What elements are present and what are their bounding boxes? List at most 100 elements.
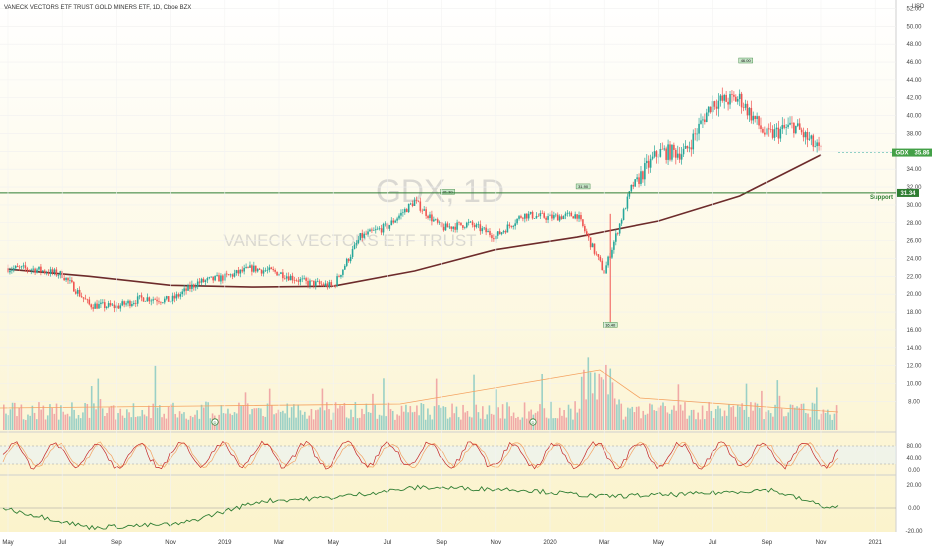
candle-body bbox=[177, 294, 180, 297]
volume-bar bbox=[482, 406, 484, 430]
candle-body bbox=[698, 123, 700, 134]
volume-bar bbox=[605, 364, 607, 430]
volume-bar bbox=[354, 402, 357, 430]
volume-bar bbox=[277, 409, 280, 430]
candle-body bbox=[163, 298, 166, 303]
candle-body bbox=[814, 146, 816, 147]
candle-body bbox=[653, 151, 656, 157]
dividend-marker[interactable] bbox=[529, 418, 537, 426]
candle-body bbox=[522, 217, 524, 219]
candle-body bbox=[117, 305, 120, 309]
candle-body bbox=[305, 278, 307, 281]
volume-bar bbox=[178, 411, 181, 430]
candle-body bbox=[102, 302, 104, 303]
volume-bar bbox=[106, 412, 108, 430]
volume-bar bbox=[629, 408, 631, 430]
candle-body bbox=[584, 226, 586, 232]
candle-body bbox=[307, 280, 309, 286]
volume-ma bbox=[0, 369, 839, 413]
candle-body bbox=[669, 144, 671, 160]
candle-body bbox=[640, 171, 642, 184]
volume-bar bbox=[29, 415, 31, 430]
candle-body bbox=[189, 285, 191, 289]
volume-bar bbox=[449, 417, 451, 430]
volume-bar bbox=[741, 403, 743, 430]
candle-body bbox=[767, 128, 770, 130]
candle-body bbox=[731, 94, 733, 95]
candle-body bbox=[764, 132, 766, 135]
volume-bar bbox=[271, 405, 273, 430]
volume-bar bbox=[780, 408, 783, 430]
swing-label-value: 46.00 bbox=[741, 58, 752, 63]
volume-bar bbox=[409, 406, 412, 430]
candle-body bbox=[694, 133, 696, 135]
candle-body bbox=[436, 219, 439, 223]
volume-bar bbox=[130, 417, 133, 430]
candle-body bbox=[202, 278, 205, 282]
volume-bar bbox=[681, 410, 684, 430]
candle-body bbox=[291, 275, 294, 281]
candle-body bbox=[754, 115, 756, 120]
volume-bar bbox=[148, 405, 150, 430]
volume-bar bbox=[73, 409, 75, 430]
candle-body bbox=[390, 220, 393, 226]
candle-body bbox=[458, 222, 460, 224]
volume-bar bbox=[747, 416, 750, 430]
candle-body bbox=[433, 219, 435, 222]
candle-body bbox=[158, 301, 160, 303]
volume-bar bbox=[356, 418, 359, 430]
volume-bar bbox=[624, 416, 627, 430]
candle-body bbox=[69, 280, 71, 281]
volume-bar bbox=[290, 407, 293, 430]
volume-bar bbox=[218, 414, 220, 430]
candle-body bbox=[274, 269, 276, 272]
candle-body bbox=[601, 260, 604, 271]
candle-body bbox=[152, 299, 154, 301]
volume-bar bbox=[833, 413, 836, 430]
candle-body bbox=[634, 179, 636, 187]
price-tick-label: 38.00 bbox=[906, 131, 922, 137]
volume-bar bbox=[57, 419, 60, 430]
candle-body bbox=[555, 214, 557, 216]
volume-bar bbox=[31, 405, 34, 430]
stochastic-oscillator-pane: 80.00 40.00 0.00 bbox=[0, 440, 922, 474]
candle-body bbox=[47, 272, 50, 275]
volume-bar bbox=[376, 418, 379, 430]
candle-body bbox=[721, 95, 724, 101]
candle-body bbox=[45, 272, 48, 274]
candle-body bbox=[369, 229, 371, 232]
candle-body bbox=[42, 270, 44, 272]
candle-body bbox=[154, 299, 156, 300]
candle-body bbox=[736, 98, 739, 102]
candle-body bbox=[818, 142, 820, 146]
candle-body bbox=[20, 266, 23, 268]
time-axis[interactable]: May Jul Sep Nov 2019 Mar May Jul Sep Nov 2020 Mar Ma… bbox=[2, 0, 883, 546]
volume-bar bbox=[88, 417, 91, 430]
candle-body bbox=[14, 266, 17, 269]
volume-bar bbox=[387, 402, 390, 430]
volume-bar bbox=[90, 386, 93, 430]
candle-body bbox=[692, 133, 695, 150]
candle-body bbox=[547, 216, 549, 220]
volume-bar bbox=[224, 413, 227, 430]
candle-body bbox=[349, 257, 352, 262]
volume-bar bbox=[664, 406, 667, 430]
candle-body bbox=[475, 224, 478, 228]
volume-bar bbox=[745, 383, 748, 430]
candle-body bbox=[529, 211, 532, 214]
swing-labels: 16.40 46.00 31.30 31.90 bbox=[440, 57, 753, 328]
dividend-marker[interactable] bbox=[211, 418, 219, 426]
volume-bar bbox=[488, 405, 491, 430]
volume-bar bbox=[380, 415, 383, 430]
candle-body bbox=[150, 300, 153, 302]
candle-body bbox=[136, 296, 139, 304]
price-tick-label: 32.00 bbox=[906, 185, 922, 191]
candle-body bbox=[351, 249, 354, 258]
volume-bar bbox=[635, 406, 638, 430]
price-axis[interactable]: 8.00 10.00 12.00 14.00 16.00 18.00 20.00 22.00 2… bbox=[0, 0, 922, 405]
volume-bar bbox=[262, 415, 264, 430]
volume-bar bbox=[235, 413, 238, 430]
volume-bar bbox=[514, 418, 517, 430]
candle-body bbox=[578, 215, 580, 219]
